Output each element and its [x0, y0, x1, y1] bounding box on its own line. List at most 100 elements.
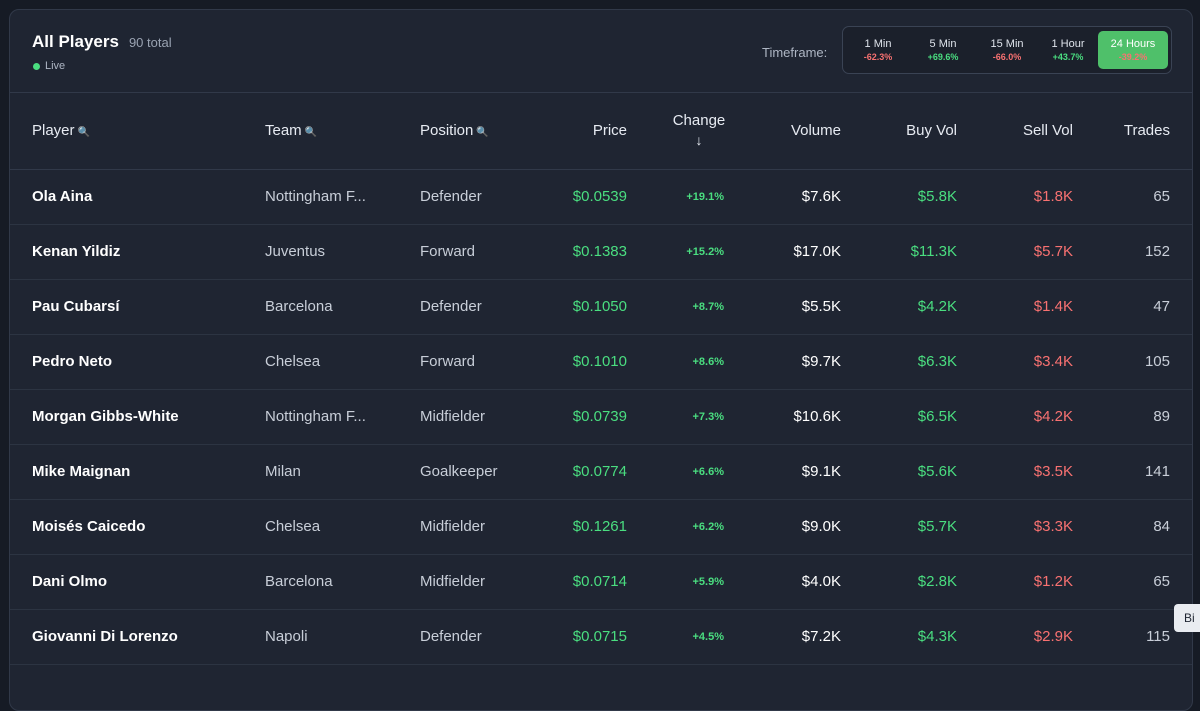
position-name: Midfielder: [420, 408, 486, 425]
volume-value: $7.6K: [801, 188, 841, 205]
search-icon[interactable]: 🔍: [304, 127, 318, 138]
column-team[interactable]: Team 🔍: [265, 122, 317, 139]
price-value: $0.1010: [572, 353, 627, 370]
title-row: All Players 90 total: [32, 32, 172, 52]
timeframe-change: -39.2%: [1118, 51, 1148, 62]
position-name: Forward: [420, 243, 476, 260]
table-header: Player 🔍 Team 🔍 Position 🔍 Price Change ↓ V…: [10, 93, 1192, 170]
trades-value: 115: [1146, 628, 1170, 645]
timeframe-label-text: 5 Min: [929, 37, 957, 50]
sell-vol-value: $3.4K: [1033, 353, 1073, 370]
timeframe-label: Timeframe:: [762, 45, 828, 60]
price-value: $0.1050: [572, 298, 627, 315]
column-change[interactable]: Change ↓: [659, 112, 739, 148]
buy-vol-value: $5.7K: [917, 518, 957, 535]
team-name: Barcelona: [265, 298, 333, 315]
player-name: Pau Cubarsí: [32, 298, 120, 315]
table-row[interactable]: Pau Cubarsí Barcelona Defender $0.1050 +8.7%…: [10, 280, 1192, 335]
volume-value: $4.0K: [801, 573, 841, 590]
column-position[interactable]: Position 🔍: [420, 122, 489, 139]
table-row[interactable]: Pedro Neto Chelsea Forward $0.1010 +8.6% $9.7…: [10, 335, 1192, 390]
timeframe-button[interactable]: 5 Min +69.6%: [912, 31, 974, 69]
table-body: Ola Aina Nottingham F... Defender $0.0539 +1…: [10, 170, 1192, 665]
change-value: +6.2%: [692, 521, 725, 533]
position-name: Goalkeeper: [420, 463, 498, 480]
player-name: Kenan Yildiz: [32, 243, 121, 260]
timeframe-label-text: 15 Min: [990, 37, 1024, 50]
player-name: Mike Maignan: [32, 463, 131, 480]
live-indicator: Live: [33, 60, 65, 72]
column-volume[interactable]: Volume: [790, 122, 841, 139]
position-name: Forward: [420, 353, 476, 370]
sort-down-arrow-icon: ↓: [695, 132, 703, 148]
buy-vol-value: $6.3K: [917, 353, 957, 370]
price-value: $0.0739: [572, 408, 627, 425]
search-icon[interactable]: 🔍: [77, 127, 90, 138]
column-change-label: Change: [672, 112, 726, 129]
team-name: Chelsea: [265, 518, 321, 535]
column-team-label: Team: [265, 122, 302, 139]
timeframe-button[interactable]: 1 Hour +43.7%: [1040, 31, 1096, 69]
buy-vol-value: $5.8K: [917, 188, 957, 205]
trades-value: 65: [1153, 188, 1170, 205]
position-name: Defender: [420, 298, 482, 315]
change-value: +8.6%: [692, 356, 725, 368]
table-row[interactable]: Morgan Gibbs-White Nottingham F... Midfiel…: [10, 390, 1192, 445]
table-row[interactable]: Moisés Caicedo Chelsea Midfielder $0.1261 +6…: [10, 500, 1192, 555]
buy-vol-value: $2.8K: [917, 573, 957, 590]
buy-vol-value: $6.5K: [917, 408, 957, 425]
column-price[interactable]: Price: [592, 122, 627, 139]
column-player[interactable]: Player 🔍: [32, 122, 90, 139]
change-value: +6.6%: [692, 466, 725, 478]
sell-vol-value: $4.2K: [1033, 408, 1073, 425]
column-position-label: Position: [420, 122, 474, 139]
timeframe-label-text: 24 Hours: [1110, 37, 1156, 50]
change-value: +8.7%: [692, 301, 725, 313]
table-row[interactable]: Giovanni Di Lorenzo Napoli Defender $0.0715…: [10, 610, 1192, 665]
panel-header: All Players 90 total Live Timeframe: 1 M…: [10, 10, 1192, 93]
timeframe-selector: 1 Min -62.3% 5 Min +69.6% 15 Min -66.0% 1 Hour…: [842, 26, 1172, 74]
player-name: Giovanni Di Lorenzo: [32, 628, 178, 645]
volume-value: $9.7K: [801, 353, 841, 370]
position-name: Midfielder: [420, 573, 486, 590]
volume-value: $9.0K: [801, 518, 841, 535]
price-value: $0.1261: [572, 518, 627, 535]
total-count: 90 total: [128, 35, 172, 50]
timeframe-change: +69.6%: [927, 51, 959, 62]
table-row[interactable]: Ola Aina Nottingham F... Defender $0.0539 +1…: [10, 170, 1192, 225]
volume-value: $10.6K: [793, 408, 841, 425]
player-name: Ola Aina: [32, 188, 93, 205]
table-row[interactable]: Dani Olmo Barcelona Midfielder $0.0714 +5.9%…: [10, 555, 1192, 610]
player-name: Pedro Neto: [32, 353, 113, 370]
team-name: Milan: [265, 463, 301, 480]
trades-value: 89: [1153, 408, 1170, 425]
timeframe-label-text: 1 Hour: [1051, 37, 1085, 50]
timeframe-button[interactable]: 24 Hours -39.2%: [1098, 31, 1168, 69]
price-value: $0.1383: [572, 243, 627, 260]
volume-value: $5.5K: [801, 298, 841, 315]
position-name: Defender: [420, 188, 482, 205]
sell-vol-value: $5.7K: [1033, 243, 1073, 260]
team-name: Chelsea: [265, 353, 321, 370]
column-sell-vol[interactable]: Sell Vol: [1022, 122, 1073, 139]
column-buy-vol[interactable]: Buy Vol: [906, 122, 957, 139]
column-player-label: Player: [32, 122, 75, 139]
price-value: $0.0715: [572, 628, 627, 645]
table-row[interactable]: Kenan Yildiz Juventus Forward $0.1383 +15.2%…: [10, 225, 1192, 280]
sell-vol-value: $1.8K: [1033, 188, 1073, 205]
timeframe-button[interactable]: 1 Min -62.3%: [848, 31, 908, 69]
column-trades[interactable]: Trades: [1123, 122, 1170, 139]
team-name: Nottingham F...: [265, 188, 366, 205]
trades-value: 84: [1153, 518, 1170, 535]
team-name: Napoli: [265, 628, 308, 645]
table-row[interactable]: Mike Maignan Milan Goalkeeper $0.0774 +6.6% $…: [10, 445, 1192, 500]
sell-vol-value: $1.4K: [1033, 298, 1073, 315]
team-name: Nottingham F...: [265, 408, 366, 425]
position-name: Midfielder: [420, 518, 486, 535]
price-value: $0.0539: [572, 188, 627, 205]
timeframe-change: -66.0%: [992, 51, 1022, 62]
timeframe-button[interactable]: 15 Min -66.0%: [978, 31, 1036, 69]
search-icon[interactable]: 🔍: [476, 127, 489, 138]
player-name: Moisés Caicedo: [32, 518, 146, 535]
trades-value: 47: [1153, 298, 1170, 315]
